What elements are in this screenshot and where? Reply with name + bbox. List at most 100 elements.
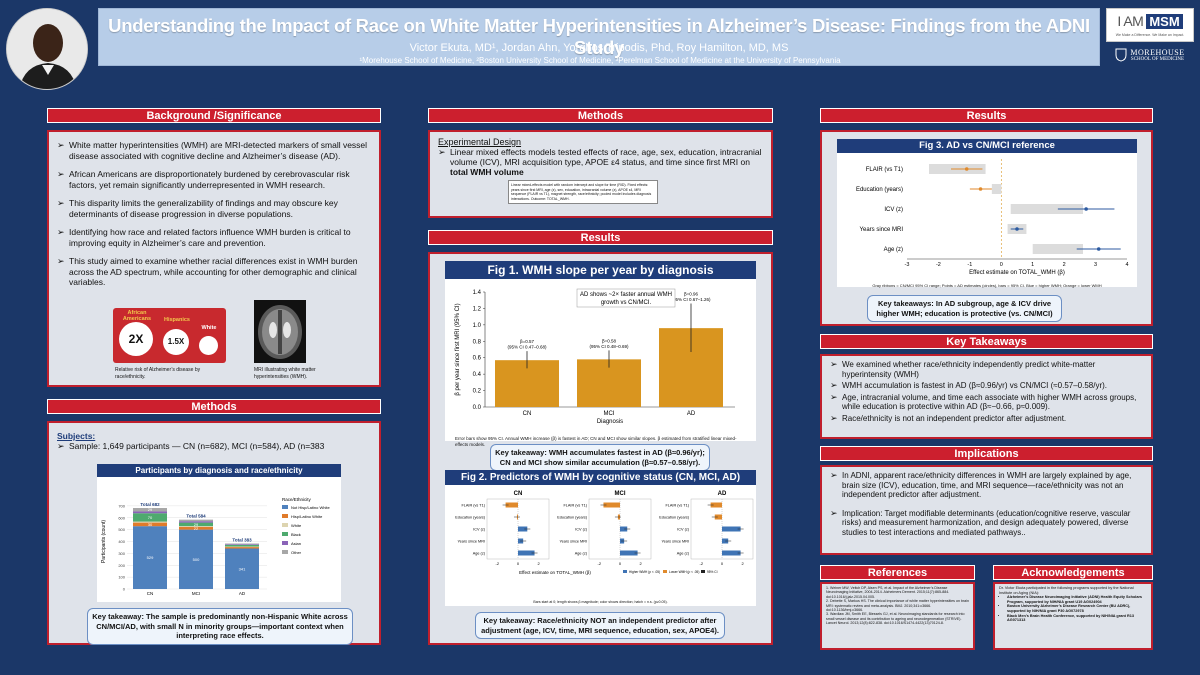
methods-left-header: Methods xyxy=(47,399,381,414)
legend-swatch xyxy=(282,523,288,527)
x-tick-label: 2 xyxy=(640,561,643,566)
results-right-header: Results xyxy=(820,108,1153,123)
panel-title: MCI xyxy=(615,491,626,497)
methods-mid-panel: Experimental Design Linear mixed effects… xyxy=(428,130,773,218)
panel-title: CN xyxy=(514,491,523,497)
sample-bullet: Sample: 1,649 participants — CN (n=682),… xyxy=(57,441,371,452)
logo2-title: MOREHOUSE xyxy=(1130,48,1185,57)
legend-title: Race/Ethnicity xyxy=(282,497,312,502)
implication-bullet: In ADNI, apparent race/ethnicity differe… xyxy=(830,471,1143,500)
effect-bar xyxy=(603,502,620,508)
ack-item: Boston University Alzheimer’s Disease Re… xyxy=(1007,604,1147,613)
ad-point xyxy=(978,187,983,191)
x-axis-label: Diagnosis xyxy=(597,419,623,425)
effect-bar xyxy=(518,526,528,532)
fig3-title: Fig 3. AD vs CN/MCI reference xyxy=(837,139,1137,153)
y-tick-label: 700 xyxy=(118,503,125,508)
poster-authors: Victor Ekuta, MD¹, Jordan Ahn, Yorghos T… xyxy=(409,42,789,54)
legend-label: Asian xyxy=(291,541,301,546)
y-tick-label: 300 xyxy=(118,551,125,556)
ad-point xyxy=(1096,247,1101,251)
reference-ribbon xyxy=(1010,204,1083,214)
implication-bullet: Implication: Target modifiable determina… xyxy=(830,509,1143,538)
x-tick-label: AD xyxy=(239,591,246,596)
x-tick-label: 2 xyxy=(742,561,745,566)
stacked-bar-segment xyxy=(133,513,167,522)
stacked-bar-segment xyxy=(179,522,213,527)
y-tick-label: 1.4 xyxy=(473,290,482,296)
stacked-bar-segment xyxy=(179,521,213,523)
y-tick-label: 0.6 xyxy=(473,356,482,362)
y-tick-label: 500 xyxy=(118,527,125,532)
stacked-bar-segment xyxy=(133,508,167,512)
header-banner: Understanding the Impact of Race on Whit… xyxy=(98,8,1100,66)
methods-takeaway: Key takeaway: The sample is predominantl… xyxy=(87,608,353,645)
subjects-label: Subjects: xyxy=(57,431,96,441)
participants-chart-title: Participants by diagnosis and race/ethni… xyxy=(97,464,341,477)
segment-value-label: 22 xyxy=(194,526,199,531)
references-header: References xyxy=(820,565,975,580)
fig3-chart: FLAIR (vs T1) Education (years) ICV (z) Yea… xyxy=(856,159,1129,276)
fig1-note: Error bars show 95% CI. Annual WMH incre… xyxy=(455,436,737,447)
takeaway-bullet: Age, intracranial volume, and time each … xyxy=(830,393,1143,412)
brain-mri-icon xyxy=(258,305,302,359)
predictor-label: Age (z) xyxy=(677,552,690,556)
category-label: Years since MRI xyxy=(860,227,904,233)
predictor-label: ICV (z) xyxy=(575,528,588,532)
design-label: Experimental Design xyxy=(438,137,522,147)
x-tick-label: 0 xyxy=(1000,262,1003,268)
effect-bar xyxy=(722,550,741,556)
design-list: Linear mixed effects models tested effec… xyxy=(438,147,763,177)
bar-value-label: β=0.96 xyxy=(684,292,698,297)
legend-swatch xyxy=(623,570,627,573)
acknowledgements-content: Dr. Victor Ekuta participated in the fol… xyxy=(995,584,1151,625)
fig3-takeaway: Key takeaways: In AD subgroup, age & ICV… xyxy=(867,295,1062,322)
logo2-sub: SCHOOL OF MEDICINE xyxy=(1130,57,1185,62)
predictor-label: ICV (z) xyxy=(473,528,486,532)
segment-value-label: 29 xyxy=(194,522,199,527)
references-list: 1. Weiner MW, Veitch DP, Aisen PS, et al… xyxy=(822,584,973,628)
effect-bar xyxy=(722,538,729,544)
bar-value-label: β=0.57 xyxy=(520,339,534,344)
x-tick-label: -2 xyxy=(700,561,704,566)
fig2-title: Fig 2. Predictors of WMH by cognitive st… xyxy=(445,470,756,485)
y-tick-label: 100 xyxy=(118,575,125,580)
subjects-list: Sample: 1,649 participants — CN (n=682),… xyxy=(57,441,371,452)
stacked-bar-segment xyxy=(225,546,259,548)
bar-total-label: Total 584 xyxy=(186,514,206,519)
category-label: Age (z) xyxy=(884,247,903,253)
key-takeaways-list: We examined whether race/ethnicity indep… xyxy=(822,356,1151,423)
x-tick-label: MCI xyxy=(192,591,200,596)
participants-chart: 0 100 200 300 400 500 600 700 Participants (coun… xyxy=(101,497,330,596)
legend-swatch xyxy=(282,550,288,554)
stacked-bar-segment xyxy=(133,526,167,589)
implications-header: Implications xyxy=(820,446,1153,461)
reference-item: 3. Wardlaw JM, Smith EE, Biessels GJ, et… xyxy=(826,612,965,626)
fig1-title: Fig 1. WMH slope per year by diagnosis xyxy=(445,261,756,279)
implications-panel: In ADNI, apparent race/ethnicity differe… xyxy=(820,465,1153,555)
morehouse-logo: MOREHOUSE SCHOOL OF MEDICINE xyxy=(1106,48,1194,78)
takeaway-bullet: We examined whether race/ethnicity indep… xyxy=(830,360,1143,379)
ack-list: Alzheimer’s Disease Neuroimaging Initiat… xyxy=(999,595,1147,623)
x-tick-label: -3 xyxy=(905,262,910,268)
stacked-bar-segment xyxy=(225,548,259,589)
presenter-photo xyxy=(6,8,88,90)
background-list: White matter hyperintensities (WMH) are … xyxy=(49,132,379,288)
risk-circle-white xyxy=(199,336,218,355)
fig3-container: Fig 3. AD vs CN/MCI reference FLAIR (vs … xyxy=(837,139,1137,288)
reference-ribbon xyxy=(991,184,1002,194)
x-tick-label: -2 xyxy=(598,561,602,566)
takeaway-bullet: WMH accumulation is fastest in AD (β≈0.9… xyxy=(830,381,1143,391)
poster-affiliations: ¹Morehouse School of Medicine, ²Boston U… xyxy=(359,56,841,65)
background-panel: White matter hyperintensities (WMH) are … xyxy=(47,130,381,387)
logo-tagline: We Make a Difference. We Make an Impact. xyxy=(1115,33,1185,37)
legend-label: White xyxy=(291,523,302,528)
x-tick-label: MCI xyxy=(604,411,615,417)
predictor-label: Age (z) xyxy=(473,552,486,556)
background-bullet: This disparity limits the generalizabili… xyxy=(57,198,371,219)
y-tick-label: 0.2 xyxy=(473,389,482,395)
mri-image xyxy=(254,300,306,363)
x-tick-label: 0 xyxy=(721,561,724,566)
legend-swatch xyxy=(282,532,288,536)
legend-label: Not Hisp/Latino White xyxy=(291,505,330,510)
